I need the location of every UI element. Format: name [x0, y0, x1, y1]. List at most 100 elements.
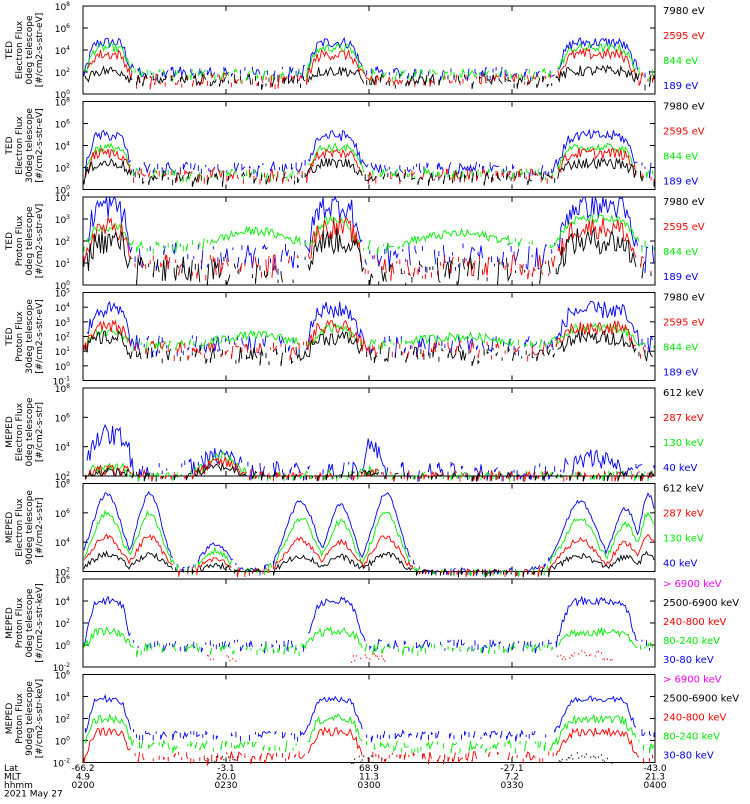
legend-entry: 189 eV — [663, 177, 698, 188]
y-tick-label: 106 — [55, 412, 70, 424]
legend-entry: 7980 eV — [663, 6, 705, 17]
legend-entry: > 6900 keV — [663, 579, 722, 590]
mlt-tick-label: 7.2 — [505, 773, 519, 783]
series-line-5 — [83, 595, 650, 654]
panel-ylabel-line: [#/cm2-s-str-eV] — [35, 13, 45, 88]
series-line-3 — [206, 650, 613, 663]
y-tick-label: 101 — [55, 258, 70, 270]
panel-ylabel-line: [#/cm2-s-str-eV] — [35, 299, 45, 374]
hhmm-tick-label: 0330 — [501, 781, 524, 791]
mlt-tick-label: 21.3 — [645, 773, 665, 783]
panel-ylabel-line: TED — [5, 136, 15, 155]
panel-frame — [82, 387, 656, 477]
panel-ylabel-line: TED — [5, 327, 15, 346]
series-line-1 — [85, 330, 653, 367]
y-tick-label: 108 — [55, 1, 70, 13]
legend-entry: 189 eV — [663, 81, 698, 92]
legend-entry: > 6900 keV — [663, 675, 722, 686]
y-tick-label: 104 — [55, 45, 70, 57]
y-tick-label: 100 — [55, 736, 70, 748]
y-tick-label: 104 — [55, 692, 70, 704]
legend-entry: 130 keV — [663, 438, 704, 449]
y-tick-label: 100 — [55, 640, 70, 652]
legend-entry: 287 keV — [663, 509, 704, 520]
panel-ylabel-line: TED — [5, 41, 15, 60]
y-tick-label: 106 — [55, 23, 70, 35]
legend-entry: 240-800 keV — [663, 617, 727, 628]
panel-ylabel-line: 0deg telescope — [25, 15, 35, 85]
panel-frame — [82, 196, 656, 286]
lat-tick-label: -43.0 — [643, 764, 667, 774]
series-line-4 — [85, 128, 652, 179]
y-tick-label: 106 — [55, 508, 70, 520]
legend-entry: 80-240 keV — [663, 636, 720, 647]
panel-ylabel-line: [#/cm2-s-str-eV] — [35, 204, 45, 279]
panel-ylabel-line: [#/cm2-s-str] — [35, 402, 45, 462]
legend-entry: 80-240 keV — [663, 732, 720, 743]
panel-ylabel-line: Proton Flux — [15, 215, 25, 266]
y-tick-label: 105 — [55, 288, 70, 300]
y-tick-label: 100 — [55, 361, 70, 373]
y-tick-label: 102 — [55, 618, 70, 630]
legend-entry: 2595 eV — [663, 31, 705, 42]
legend-entry: 612 keV — [663, 484, 704, 495]
time-axis-row-label: hhmm — [4, 781, 33, 791]
lat-tick-label: -27.1 — [500, 764, 523, 774]
legend-entry: 844 eV — [663, 247, 698, 258]
legend-entry: 189 eV — [663, 368, 698, 379]
y-tick-label: 102 — [55, 332, 70, 344]
time-axis-row-label: MLT — [4, 773, 22, 783]
mlt-tick-label: 11.3 — [359, 773, 379, 783]
panel-ylabel-line: Electron Flux — [15, 116, 25, 175]
legend-entry: 7980 eV — [663, 197, 705, 208]
y-tick-label: 104 — [55, 302, 70, 314]
hhmm-tick-label: 0230 — [215, 781, 238, 791]
panel-ylabel-line: Proton Flux — [15, 311, 25, 362]
panel-ylabel-line: Proton Flux — [15, 693, 25, 744]
series-line-4 — [83, 626, 653, 657]
y-tick-label: 102 — [55, 67, 70, 79]
legend-entry: 2595 eV — [663, 318, 705, 329]
legend-entry: 240-800 keV — [663, 713, 727, 724]
series-line-2 — [205, 752, 613, 764]
legend-entry: 7980 eV — [663, 293, 705, 304]
legend-entry: 2500-6900 keV — [663, 598, 739, 609]
legend-entry: 844 eV — [663, 152, 698, 163]
hhmm-tick-label: 0400 — [644, 781, 667, 791]
series-line-1 — [83, 228, 652, 287]
panel-ylabel-line: TED — [5, 232, 15, 251]
legend-entry: 844 eV — [663, 56, 698, 67]
y-tick-label: 108 — [55, 383, 70, 395]
y-tick-label: 101 — [55, 346, 70, 358]
legend-entry: 7980 eV — [663, 102, 705, 113]
mlt-tick-label: 20.0 — [216, 773, 236, 783]
series-line-3 — [86, 322, 655, 352]
hhmm-tick-label: 0300 — [358, 781, 381, 791]
panel-ylabel-line: MEPED — [5, 512, 15, 544]
y-tick-label: 108 — [55, 479, 70, 491]
series-line-1 — [85, 64, 655, 91]
series-line-1 — [85, 463, 655, 482]
y-tick-label: 104 — [55, 442, 70, 454]
panel-ylabel-line: MEPED — [5, 703, 15, 735]
panel-frame — [82, 5, 656, 95]
lat-tick-label: 68.9 — [359, 764, 379, 774]
panel-frame — [82, 674, 656, 763]
panel-ylabel-line: [#/cm2-s-str] — [35, 497, 45, 557]
panel-ylabel-line: Proton Flux — [15, 597, 25, 648]
y-tick-label: 104 — [55, 141, 70, 153]
y-tick-label: 103 — [55, 317, 70, 329]
panel-ylabel-line: 0deg telescope — [25, 206, 35, 276]
lat-tick-label: -66.2 — [71, 764, 94, 774]
lat-tick-label: -3.1 — [217, 764, 235, 774]
panel-ylabel-line: [#/cm2-s-str-eV] — [35, 108, 45, 183]
series-line-3 — [83, 214, 655, 255]
y-tick-label: 10-2 — [53, 758, 71, 770]
y-tick-label: 102 — [55, 163, 70, 175]
